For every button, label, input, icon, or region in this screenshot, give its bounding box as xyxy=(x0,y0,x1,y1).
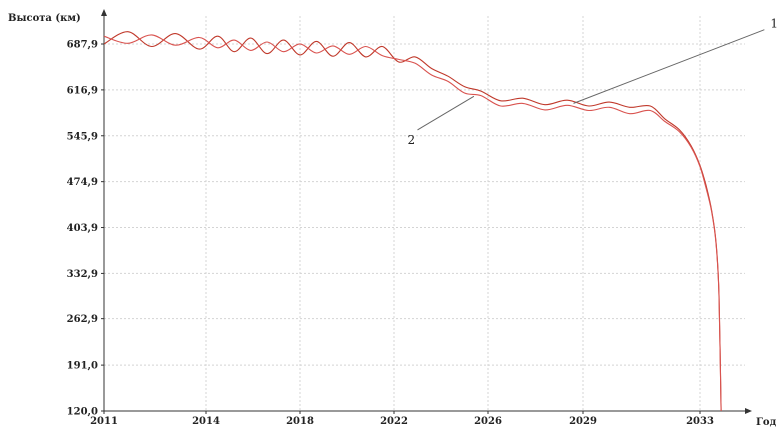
annotation-label: 1 xyxy=(770,17,778,31)
x-tick-label: 2014 xyxy=(192,416,220,427)
series-line-2 xyxy=(103,34,722,412)
series-line-1 xyxy=(103,31,722,412)
x-tick-label: 2018 xyxy=(286,416,314,427)
y-tick-label: 120,0 xyxy=(67,407,98,418)
y-tick-label: 616,9 xyxy=(67,85,98,96)
y-tick-label: 545,9 xyxy=(67,131,98,142)
axes xyxy=(101,9,752,414)
tick-labels: 120,0 191,0 262,9 332,9 403,9 474,9 545,9 616,9… xyxy=(67,40,714,428)
x-tick-label: 2022 xyxy=(380,416,408,427)
annotation-label: 2 xyxy=(408,133,416,147)
annotations: 12 xyxy=(408,17,778,147)
y-tick-label: 262,9 xyxy=(67,314,98,325)
y-tick-label: 403,9 xyxy=(67,223,98,234)
y-axis-title: Высота (км) xyxy=(8,13,81,24)
x-tick-label: 2011 xyxy=(90,416,118,427)
y-tick-label: 474,9 xyxy=(67,177,98,188)
annotation-leader-line xyxy=(417,95,475,131)
x-tick-label: 2033 xyxy=(686,416,714,427)
x-axis-arrow xyxy=(745,408,752,414)
series-lines xyxy=(103,31,722,412)
x-axis-title: Год xyxy=(756,417,777,428)
y-tick-label: 191,0 xyxy=(67,361,98,372)
annotation-leader-line xyxy=(573,29,765,104)
y-tick-label: 687,9 xyxy=(67,40,98,51)
grid xyxy=(104,16,745,411)
x-tick-label: 2026 xyxy=(474,416,502,427)
y-axis-arrow xyxy=(101,9,107,16)
y-tick-label: 332,9 xyxy=(67,269,98,280)
x-tick-label: 2029 xyxy=(569,416,597,427)
